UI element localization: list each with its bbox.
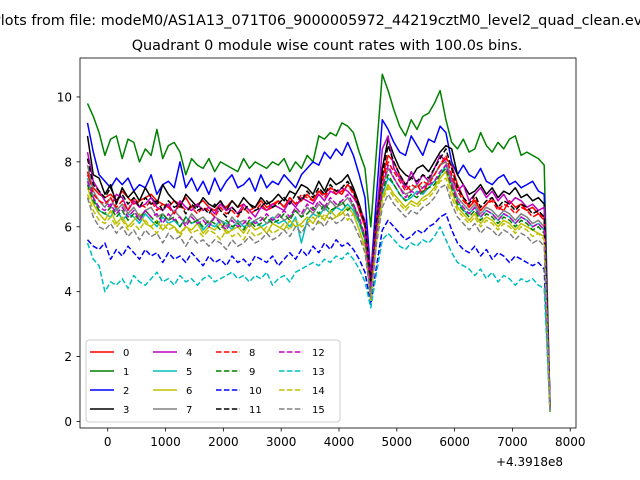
y-tick-label: 10 <box>57 90 72 104</box>
x-tick-label: 8000 <box>555 435 586 449</box>
figure-suptitle: Plots from file: modeM0/AS1A13_071T06_90… <box>0 13 640 29</box>
legend-label-14: 14 <box>312 386 325 397</box>
legend-label-0: 0 <box>123 348 129 359</box>
x-tick-label: 3000 <box>266 435 297 449</box>
x-tick-label: 5000 <box>382 435 413 449</box>
x-tick-label: 0 <box>104 435 112 449</box>
y-tick-label: 4 <box>64 285 72 299</box>
plot-area: 0 1000 2000 3000 4000 5000 6000 7000 8000 0 2 4 6 8 1… <box>57 57 586 469</box>
legend-label-10: 10 <box>249 386 262 397</box>
y-tick-label: 2 <box>64 350 72 364</box>
x-tick-label: 7000 <box>497 435 528 449</box>
x-axis: 0 1000 2000 3000 4000 5000 6000 7000 8000 <box>104 428 586 449</box>
legend-label-4: 4 <box>186 348 192 359</box>
y-tick-label: 6 <box>64 220 72 234</box>
y-axis: 0 2 4 6 8 10 <box>57 90 80 429</box>
legend-label-12: 12 <box>312 348 325 359</box>
legend-label-5: 5 <box>186 367 192 378</box>
x-tick-label: 1000 <box>150 435 181 449</box>
legend-label-6: 6 <box>186 386 192 397</box>
series-line-15 <box>86 183 551 412</box>
series-line-8 <box>86 154 551 409</box>
legend-label-2: 2 <box>123 386 129 397</box>
legend-label-7: 7 <box>186 405 192 416</box>
legend-label-11: 11 <box>249 405 262 416</box>
x-tick-label: 2000 <box>208 435 239 449</box>
legend-label-1: 1 <box>123 367 129 378</box>
x-tick-label: 4000 <box>324 435 355 449</box>
series-line-12 <box>86 164 551 409</box>
legend-frame <box>85 339 341 423</box>
series-line-2 <box>86 118 551 403</box>
plot-frame <box>79 57 577 429</box>
series-line-13 <box>86 226 551 412</box>
legend-label-15: 15 <box>312 405 325 416</box>
chart-title: Quadrant 0 module wise count rates with … <box>132 38 523 54</box>
series-lines <box>86 73 551 412</box>
x-tick-label: 6000 <box>439 435 470 449</box>
series-line-1 <box>86 73 551 406</box>
series-line-10 <box>86 213 551 412</box>
series-line-9 <box>86 167 551 409</box>
series-line-3 <box>86 135 551 406</box>
y-tick-label: 0 <box>64 415 72 429</box>
y-tick-label: 8 <box>64 155 72 169</box>
x-axis-offset-label: +4.3918e8 <box>496 455 563 469</box>
legend-label-9: 9 <box>249 367 255 378</box>
series-line-14 <box>86 177 551 412</box>
legend-label-13: 13 <box>312 367 325 378</box>
series-line-11 <box>86 144 551 409</box>
legend-label-8: 8 <box>249 348 255 359</box>
legend-label-3: 3 <box>123 405 129 416</box>
